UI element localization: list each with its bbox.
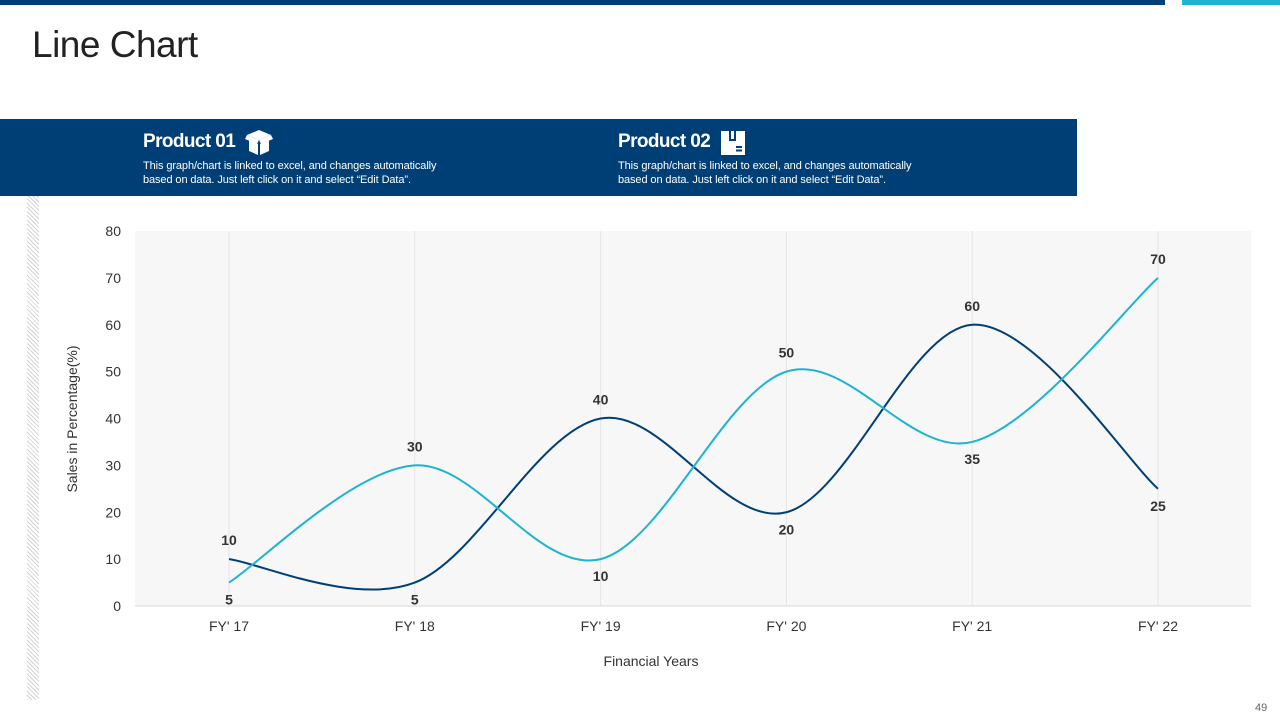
y-axis-label: Sales in Percentage(%) xyxy=(64,345,80,492)
series-1-data-label: 10 xyxy=(221,532,237,548)
plot-area xyxy=(135,231,1251,606)
series-1-line xyxy=(228,323,1159,591)
series-1-data-label: 40 xyxy=(593,392,609,408)
series-2-data-label: 50 xyxy=(779,345,795,361)
product-banner: Product 01 This graph/chart is linked to… xyxy=(0,119,1077,196)
x-tick-label: FY' 18 xyxy=(395,618,435,634)
x-tick-label: FY' 20 xyxy=(766,618,806,634)
x-axis-label: Financial Years xyxy=(604,653,699,669)
series-2-data-label: 10 xyxy=(593,568,609,584)
product-01-card: Product 01 This graph/chart is linked to… xyxy=(143,127,523,187)
series-1-data-label: 60 xyxy=(964,298,980,314)
series-1-data-label: 5 xyxy=(411,592,419,608)
product-01-description-line2: based on data. Just left click on it and… xyxy=(143,174,411,186)
series-1-data-label: 20 xyxy=(779,521,795,537)
y-tick-label: 60 xyxy=(105,317,121,333)
y-tick-label: 0 xyxy=(113,598,121,614)
top-accent-bar-secondary xyxy=(1182,0,1280,5)
x-tick-label: FY' 22 xyxy=(1138,618,1178,634)
x-tick-label: FY' 19 xyxy=(581,618,621,634)
series-1-data-label: 25 xyxy=(1150,498,1166,514)
page-title: Line Chart xyxy=(32,24,198,65)
series-2-data-label: 30 xyxy=(407,438,423,454)
product-02-description-line1: This graph/chart is linked to excel, and… xyxy=(618,160,912,172)
series-2-line xyxy=(228,277,1159,584)
y-tick-label: 30 xyxy=(105,457,121,473)
product-02-title: Product 02 xyxy=(618,131,711,152)
y-tick-label: 40 xyxy=(105,411,121,427)
product-01-title: Product 01 xyxy=(143,131,236,152)
top-accent-bar xyxy=(0,0,1165,5)
y-tick-label: 70 xyxy=(105,270,121,286)
page-number: 49 xyxy=(1255,702,1268,714)
decorative-hatch-strip xyxy=(27,196,39,700)
product-02-card: Product 02 This graph/chart is linked to… xyxy=(618,127,998,187)
product-02-description-line2: based on data. Just left click on it and… xyxy=(618,174,886,186)
y-tick-label: 80 xyxy=(105,223,121,239)
series-2-data-label: 70 xyxy=(1150,251,1166,267)
x-tick-label: FY' 21 xyxy=(952,618,992,634)
y-tick-label: 10 xyxy=(105,551,121,567)
product-01-description-line1: This graph/chart is linked to excel, and… xyxy=(143,160,437,172)
x-tick-label: FY' 17 xyxy=(209,618,249,634)
y-tick-label: 50 xyxy=(105,364,121,380)
open-box-icon xyxy=(243,127,275,157)
package-icon xyxy=(718,127,750,157)
series-2-data-label: 35 xyxy=(964,451,980,467)
series-2-data-label: 5 xyxy=(225,592,233,608)
y-tick-label: 20 xyxy=(105,504,121,520)
